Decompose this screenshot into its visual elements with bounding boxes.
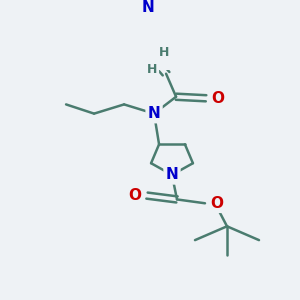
Text: H: H: [159, 46, 169, 59]
Text: N: N: [148, 106, 160, 121]
Text: O: O: [128, 188, 142, 203]
Text: O: O: [211, 196, 224, 211]
Text: N: N: [142, 0, 154, 15]
Text: H: H: [147, 63, 157, 76]
Text: O: O: [212, 91, 225, 106]
Text: N: N: [166, 167, 178, 182]
